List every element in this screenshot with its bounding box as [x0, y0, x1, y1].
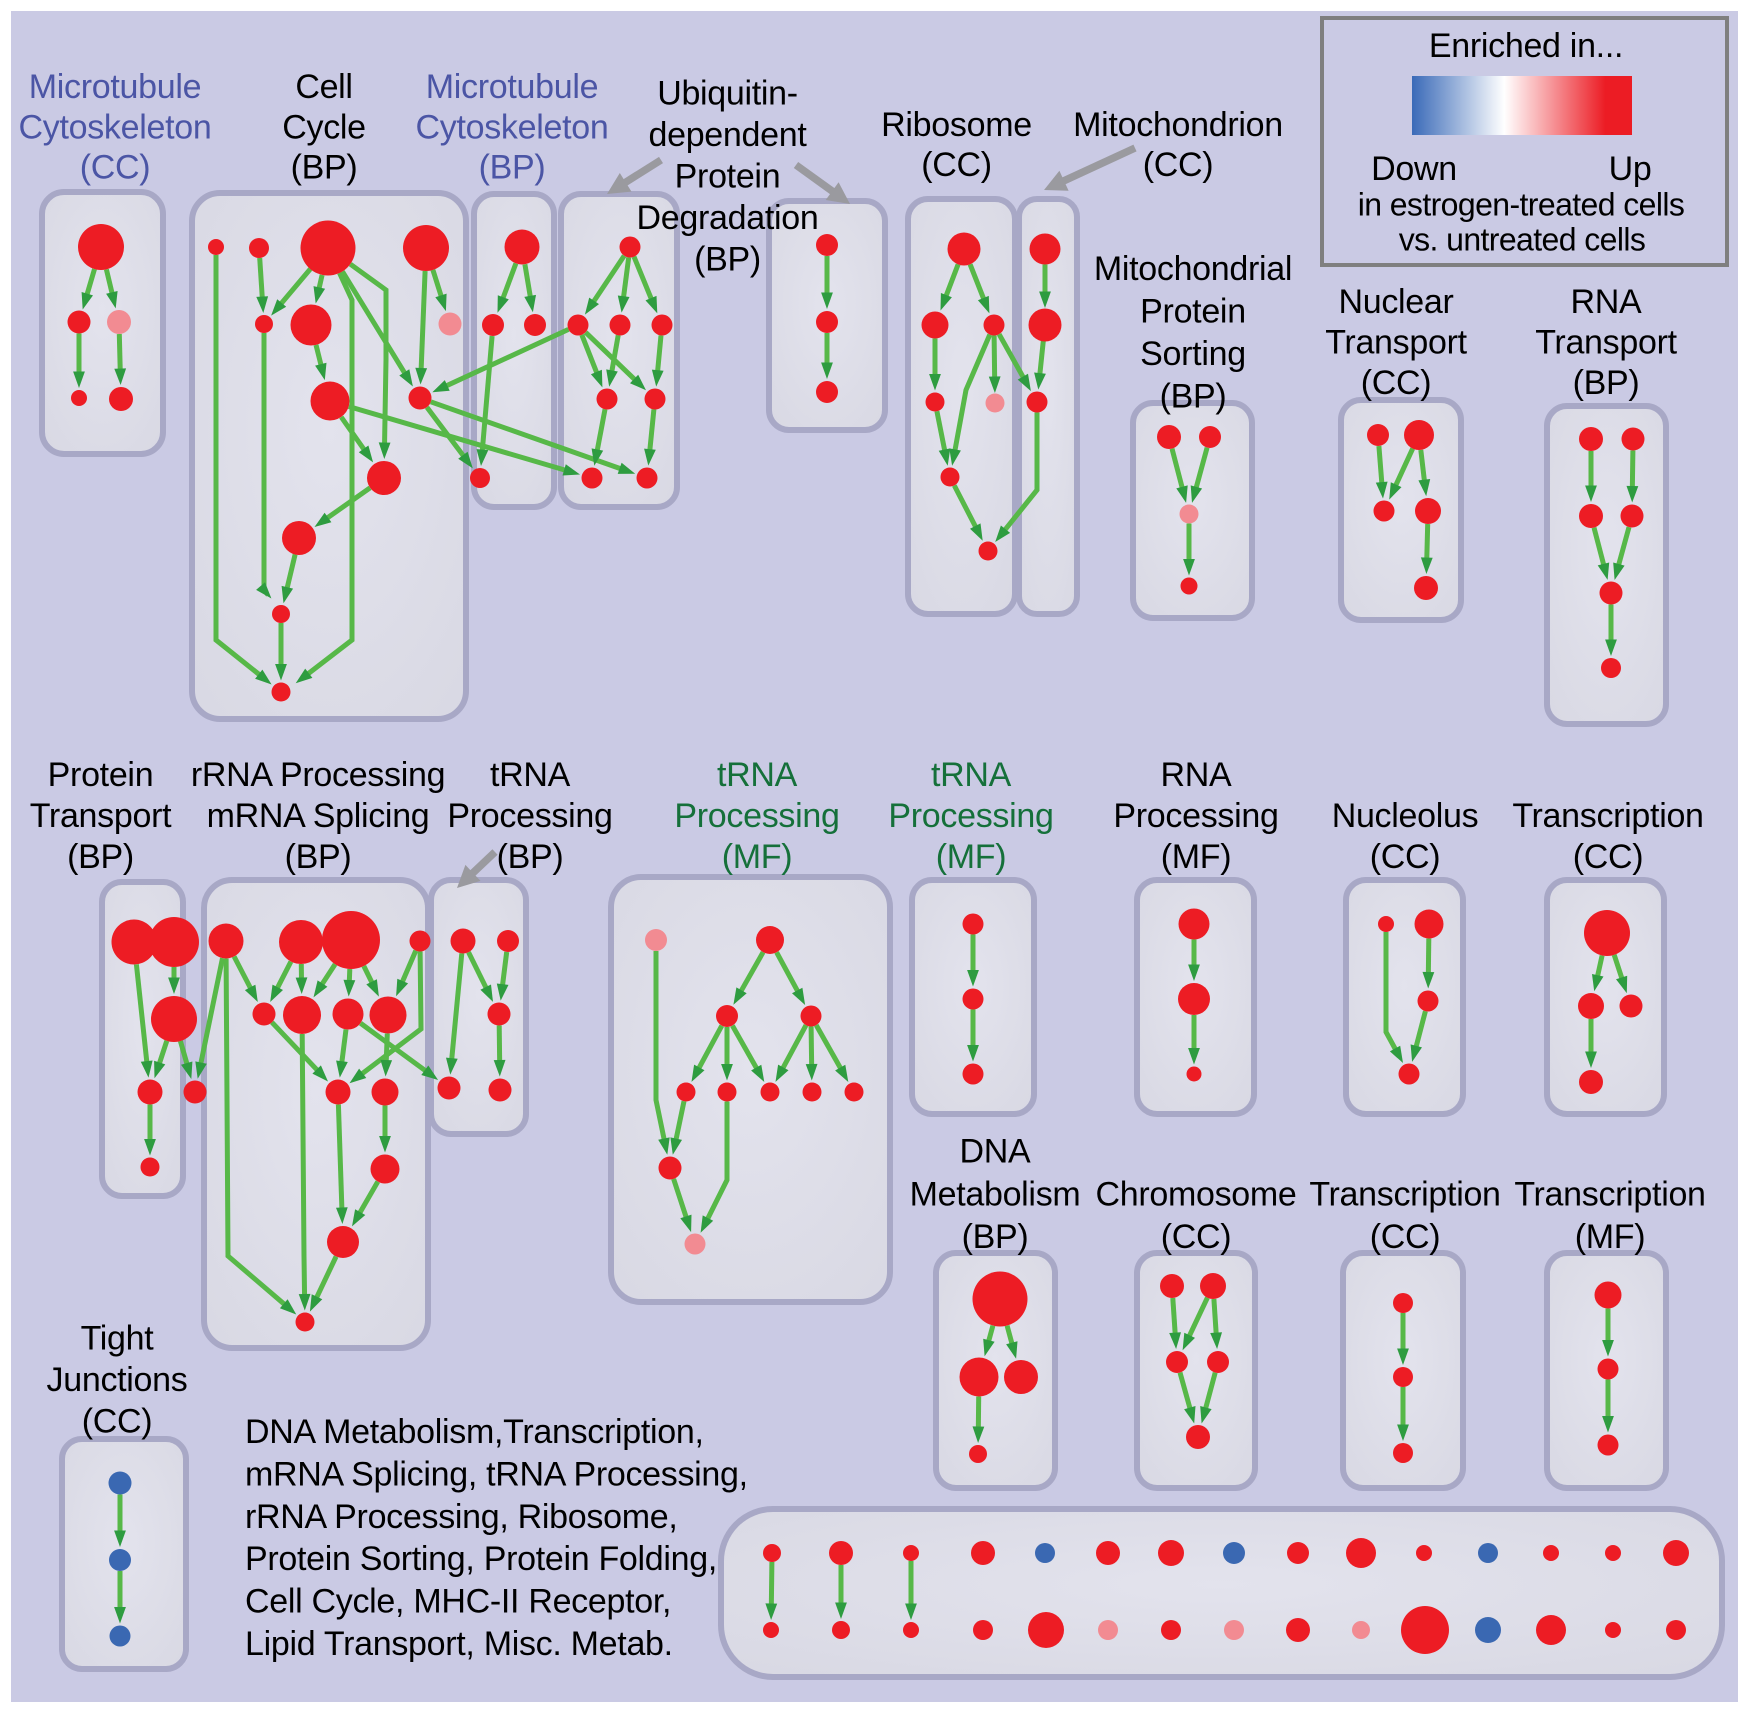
svg-text:Junctions: Junctions — [47, 1361, 188, 1399]
svg-text:(CC): (CC) — [1143, 146, 1214, 184]
svg-text:(CC): (CC) — [921, 146, 992, 184]
svg-text:rRNA Processing, Ribosome,: rRNA Processing, Ribosome, — [245, 1498, 677, 1536]
svg-text:(BP): (BP) — [962, 1218, 1029, 1256]
svg-text:RNA: RNA — [1571, 283, 1643, 321]
svg-text:tRNA: tRNA — [717, 756, 798, 794]
svg-text:(BP): (BP) — [1160, 378, 1227, 416]
svg-text:Sorting: Sorting — [1140, 335, 1246, 373]
svg-text:Processing: Processing — [888, 797, 1053, 835]
svg-text:(CC): (CC) — [1370, 1218, 1441, 1256]
svg-text:Nucleolus: Nucleolus — [1332, 797, 1479, 835]
svg-text:(BP): (BP) — [497, 838, 564, 876]
svg-text:Transcription: Transcription — [1512, 797, 1703, 835]
svg-text:DNA Metabolism,Transcription,: DNA Metabolism,Transcription, — [245, 1413, 704, 1451]
svg-text:Protein: Protein — [675, 158, 781, 196]
svg-text:tRNA: tRNA — [490, 756, 571, 794]
svg-text:(BP): (BP) — [1573, 364, 1640, 402]
svg-text:Metabolism: Metabolism — [910, 1175, 1081, 1213]
svg-text:Ribosome: Ribosome — [881, 106, 1032, 144]
svg-text:tRNA: tRNA — [931, 756, 1012, 794]
svg-text:Up: Up — [1609, 150, 1652, 188]
svg-text:Mitochondrial: Mitochondrial — [1094, 250, 1292, 288]
svg-text:Protein: Protein — [1140, 293, 1246, 331]
svg-text:(BP): (BP) — [67, 838, 134, 876]
svg-text:in estrogen-treated cells: in estrogen-treated cells — [1358, 187, 1685, 223]
svg-text:(CC): (CC) — [1361, 364, 1432, 402]
svg-text:Degradation: Degradation — [637, 199, 819, 237]
svg-text:Nuclear: Nuclear — [1338, 283, 1453, 321]
svg-text:rRNA Processing: rRNA Processing — [191, 756, 445, 794]
svg-text:Mitochondrion: Mitochondrion — [1073, 106, 1283, 144]
svg-text:Cytoskeleton: Cytoskeleton — [416, 109, 609, 147]
svg-text:Processing: Processing — [1113, 797, 1278, 835]
svg-text:Transport: Transport — [1535, 324, 1677, 362]
svg-text:(MF): (MF) — [722, 838, 793, 876]
svg-text:Transport: Transport — [1325, 324, 1467, 362]
svg-text:Ubiquitin-: Ubiquitin- — [657, 75, 798, 113]
svg-text:Transcription: Transcription — [1309, 1175, 1500, 1213]
svg-text:Cell: Cell — [295, 68, 352, 106]
svg-text:Processing: Processing — [674, 797, 839, 835]
svg-text:Cell Cycle, MHC-II Receptor,: Cell Cycle, MHC-II Receptor, — [245, 1583, 671, 1621]
svg-text:(BP): (BP) — [694, 241, 761, 279]
svg-text:Tight: Tight — [81, 1320, 155, 1358]
svg-text:Microtubule: Microtubule — [426, 68, 598, 106]
svg-text:Down: Down — [1371, 150, 1457, 188]
svg-text:Protein Sorting, Protein Foldi: Protein Sorting, Protein Folding, — [245, 1540, 717, 1578]
svg-text:(CC): (CC) — [1573, 838, 1644, 876]
svg-text:Cytoskeleton: Cytoskeleton — [19, 109, 212, 147]
svg-text:(MF): (MF) — [1161, 838, 1232, 876]
svg-text:(BP): (BP) — [479, 149, 546, 187]
svg-text:Cycle: Cycle — [282, 109, 366, 147]
svg-text:(MF): (MF) — [936, 838, 1007, 876]
svg-text:Transport: Transport — [30, 797, 172, 835]
svg-text:DNA: DNA — [960, 1133, 1032, 1171]
svg-text:(BP): (BP) — [285, 838, 352, 876]
svg-text:(CC): (CC) — [1370, 838, 1441, 876]
svg-text:Lipid Transport, Misc. Metab.: Lipid Transport, Misc. Metab. — [245, 1625, 673, 1663]
svg-text:Microtubule: Microtubule — [29, 68, 201, 106]
svg-text:dependent: dependent — [648, 116, 807, 154]
svg-text:Processing: Processing — [447, 797, 612, 835]
svg-text:(CC): (CC) — [82, 1403, 153, 1441]
svg-text:Enriched in...: Enriched in... — [1429, 27, 1623, 65]
svg-text:Transcription: Transcription — [1514, 1175, 1705, 1213]
svg-text:(MF): (MF) — [1575, 1218, 1646, 1256]
svg-text:(CC): (CC) — [80, 149, 151, 187]
svg-text:(CC): (CC) — [1161, 1218, 1232, 1256]
svg-text:mRNA Splicing: mRNA Splicing — [207, 797, 430, 835]
svg-text:RNA: RNA — [1161, 756, 1233, 794]
svg-text:Protein: Protein — [48, 756, 154, 794]
svg-text:mRNA Splicing, tRNA Processing: mRNA Splicing, tRNA Processing, — [245, 1455, 748, 1493]
svg-text:(BP): (BP) — [291, 149, 358, 187]
svg-text:vs. untreated cells: vs. untreated cells — [1399, 222, 1646, 258]
svg-text:Chromosome: Chromosome — [1095, 1175, 1296, 1213]
